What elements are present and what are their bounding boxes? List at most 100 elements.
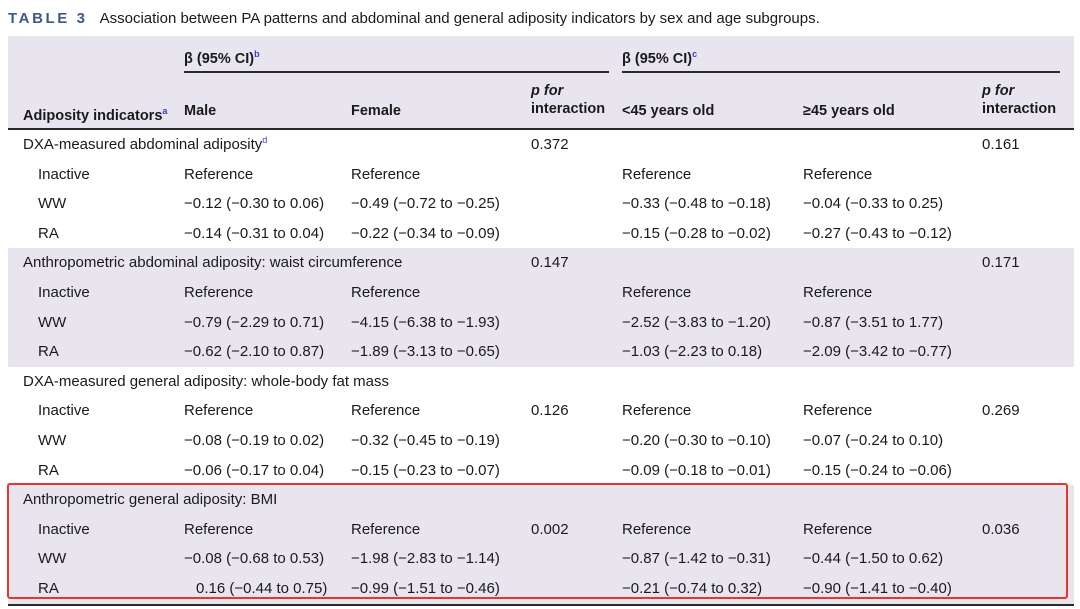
cell-45-and-over: −2.09 (−3.42 to −0.77): [803, 343, 952, 361]
row-label: Inactive: [38, 165, 90, 183]
footnote-marker: b: [254, 49, 260, 59]
header-male: Male: [184, 103, 217, 119]
cell-male: −0.12 (−0.30 to 0.06): [184, 195, 325, 213]
table-section: DXA-measured general adiposity: whole-bo…: [8, 367, 1074, 485]
cell-under-45: −0.21 (−0.74 to 0.32): [622, 579, 763, 597]
cell-45-and-over: −0.15 (−0.24 to −0.06): [803, 461, 952, 479]
section-header-row: DXA-measured general adiposity: whole-bo…: [8, 367, 1074, 397]
cell-male: Reference: [184, 402, 254, 420]
header-rule-age: [622, 71, 1060, 73]
cell-45-and-over: −0.04 (−0.33 to 0.25): [803, 195, 944, 213]
cell-under-45: −0.09 (−0.18 to −0.01): [622, 461, 771, 479]
cell-45-and-over: Reference: [803, 165, 873, 183]
cell-female: −0.99 (−1.51 to −0.46): [351, 579, 500, 597]
table-row: WW −0.08 (−0.68 to 0.53) −1.98 (−2.83 to −…: [8, 544, 1074, 574]
table-section: Anthropometric abdominal adiposity: wais…: [8, 248, 1074, 367]
section-p-interaction-sex: 0.372: [531, 136, 569, 153]
table-row: RA −0.62 (−2.10 to 0.87) −1.89 (−3.13 to −…: [8, 337, 1074, 367]
cell-45-and-over: −0.27 (−0.43 to −0.12): [803, 224, 952, 242]
cell-female: −1.98 (−2.83 to −1.14): [351, 550, 500, 568]
cell-under-45: Reference: [622, 283, 692, 301]
cell-female: −1.89 (−3.13 to −0.65): [351, 343, 500, 361]
footnote-marker: d: [262, 135, 268, 145]
cell-45-and-over: −0.07 (−0.24 to 0.10): [803, 431, 944, 449]
section-title: DXA-measured general adiposity: whole-bo…: [23, 372, 390, 390]
cell-female: −0.49 (−0.72 to −0.25): [351, 195, 500, 213]
cell-45-and-over: −0.87 (−3.51 to 1.77): [803, 313, 944, 331]
cell-under-45: −0.20 (−0.30 to −0.10): [622, 431, 771, 449]
table-body: DXA-measured abdominal adiposityd 0.372 0.…: [8, 130, 1074, 604]
cell-p-interaction-age: 0.269: [982, 402, 1020, 420]
table-row: WW −0.12 (−0.30 to 0.06) −0.49 (−0.72 to −…: [8, 189, 1074, 219]
cell-male: Reference: [184, 520, 254, 538]
cell-female: Reference: [351, 520, 421, 538]
cell-male: −0.62 (−2.10 to 0.87): [184, 343, 325, 361]
cell-under-45: −2.52 (−3.83 to −1.20): [622, 313, 771, 331]
footnote-marker: a: [162, 106, 168, 116]
cell-45-and-over: −0.44 (−1.50 to 0.62): [803, 550, 944, 568]
header-45-and-over: ≥45 years old: [803, 103, 895, 119]
section-header-row: Anthropometric abdominal adiposity: wais…: [8, 248, 1074, 278]
results-table: β (95% CI)b β (95% CI)c Adiposity indica…: [8, 36, 1074, 606]
cell-female: −0.32 (−0.45 to −0.19): [351, 431, 500, 449]
row-label: WW: [38, 550, 67, 568]
cell-under-45: Reference: [622, 165, 692, 183]
table-row: RA −0.14 (−0.31 to 0.04) −0.22 (−0.34 to −…: [8, 219, 1074, 249]
cell-45-and-over: Reference: [803, 402, 873, 420]
row-label: Inactive: [38, 402, 90, 420]
cell-male: −0.14 (−0.31 to 0.04): [184, 224, 325, 242]
header-p-interaction-age: p for interaction: [982, 83, 1057, 117]
cell-male: Reference: [184, 283, 254, 301]
table-row: Inactive Reference Reference 0.002 Reference…: [8, 514, 1074, 545]
section-header-row: Anthropometric general adiposity: BMI: [8, 485, 1074, 515]
header-female: Female: [351, 103, 401, 119]
section-p-interaction-sex: 0.147: [531, 254, 569, 272]
table-section: DXA-measured abdominal adiposityd 0.372 0.…: [8, 130, 1074, 248]
cell-male: 0.16 (−0.44 to 0.75): [196, 579, 328, 597]
table-row: WW −0.79 (−2.29 to 0.71) −4.15 (−6.38 to −…: [8, 307, 1074, 338]
section-p-interaction-age: 0.171: [982, 254, 1020, 272]
row-label: WW: [38, 195, 67, 213]
cell-45-and-over: Reference: [803, 520, 873, 538]
cell-under-45: −0.33 (−0.48 to −0.18): [622, 195, 771, 213]
table-caption: TABLE 3 Association between PA patterns …: [8, 6, 820, 30]
cell-45-and-over: −0.90 (−1.41 to −0.40): [803, 579, 952, 597]
table-header: β (95% CI)b β (95% CI)c Adiposity indica…: [8, 36, 1074, 130]
cell-female: −0.22 (−0.34 to −0.09): [351, 224, 500, 242]
cell-female: −4.15 (−6.38 to −1.93): [351, 313, 500, 331]
row-label: Inactive: [38, 520, 90, 538]
cell-p-interaction-age: 0.036: [982, 520, 1020, 538]
row-label: RA: [38, 343, 59, 361]
footnote-marker: c: [692, 49, 698, 59]
section-title: Anthropometric abdominal adiposity: wais…: [23, 254, 403, 272]
header-rule-sex: [184, 71, 609, 73]
header-under-45: <45 years old: [622, 103, 715, 119]
cell-p-interaction-sex: 0.126: [531, 402, 569, 420]
table-row: Inactive Reference Reference Reference Refer…: [8, 160, 1074, 190]
cell-female: Reference: [351, 165, 421, 183]
cell-under-45: −0.87 (−1.42 to −0.31): [622, 550, 771, 568]
cell-under-45: Reference: [622, 520, 692, 538]
cell-female: Reference: [351, 283, 421, 301]
section-header-row: DXA-measured abdominal adiposityd 0.372 0.…: [8, 130, 1074, 160]
row-label: RA: [38, 461, 59, 479]
cell-female: −0.15 (−0.23 to −0.07): [351, 461, 500, 479]
cell-female: Reference: [351, 402, 421, 420]
section-title: DXA-measured abdominal adiposityd: [23, 135, 268, 154]
table-row: RA 0.16 (−0.44 to 0.75) −0.99 (−1.51 to −0…: [8, 573, 1074, 604]
cell-under-45: Reference: [622, 402, 692, 420]
cell-under-45: −1.03 (−2.23 to 0.18): [622, 343, 763, 361]
cell-under-45: −0.15 (−0.28 to −0.02): [622, 224, 771, 242]
table-row: Inactive Reference Reference 0.126 Reference…: [8, 396, 1074, 426]
header-adiposity-indicators: Adiposity indicatorsa: [23, 106, 168, 124]
cell-male: Reference: [184, 165, 254, 183]
section-title: Anthropometric general adiposity: BMI: [23, 491, 278, 509]
cell-p-interaction-sex: 0.002: [531, 520, 569, 538]
cell-male: −0.08 (−0.19 to 0.02): [184, 431, 325, 449]
row-label: RA: [38, 579, 59, 597]
cell-male: −0.06 (−0.17 to 0.04): [184, 461, 325, 479]
table-row: RA −0.06 (−0.17 to 0.04) −0.15 (−0.23 to −…: [8, 456, 1074, 486]
table-bottom-rule: [8, 603, 1074, 606]
row-label: WW: [38, 431, 67, 449]
table-row: Inactive Reference Reference Reference Refer…: [8, 277, 1074, 308]
